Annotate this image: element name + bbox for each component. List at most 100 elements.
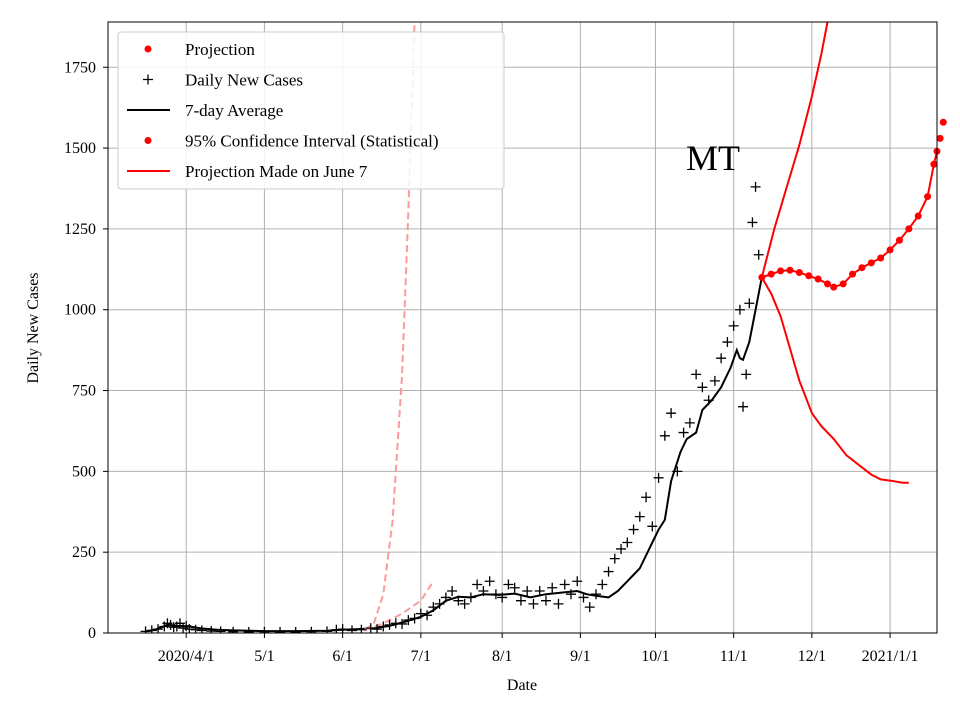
- daily-case-point: [565, 589, 576, 600]
- daily-case-point: [440, 592, 451, 603]
- daily-case-point: [397, 618, 408, 629]
- x-tick-label: 2021/1/1: [862, 648, 919, 665]
- daily-case-point: [616, 543, 627, 554]
- legend-dot-marker: [144, 137, 152, 144]
- daily-case-point: [503, 579, 514, 590]
- daily-case-point: [559, 579, 570, 590]
- daily-case-point: [722, 337, 733, 348]
- projection-point: [824, 280, 832, 288]
- x-tick-label: 2020/4/1: [158, 648, 215, 665]
- projection-point: [877, 254, 885, 262]
- projection-point: [786, 266, 794, 274]
- y-tick-label: 0: [88, 625, 96, 642]
- daily-case-point: [146, 625, 157, 633]
- state-annotation: MT: [686, 138, 740, 178]
- projection-point: [777, 267, 785, 275]
- daily-case-point: [275, 627, 286, 633]
- daily-case-point: [750, 181, 761, 192]
- x-tick-label: 8/1: [492, 648, 512, 665]
- legend-label: 7-day Average: [185, 101, 283, 120]
- y-tick-label: 1250: [64, 221, 96, 238]
- daily-case-point: [622, 537, 633, 548]
- daily-case-point: [509, 582, 520, 593]
- projection-point: [767, 270, 775, 278]
- daily-case-point: [378, 621, 389, 632]
- daily-case-point: [747, 217, 758, 228]
- daily-case-point: [716, 353, 727, 364]
- daily-case-point: [547, 582, 558, 593]
- daily-case-point: [497, 592, 508, 603]
- plot-frame: [107, 21, 938, 634]
- daily-case-point: [356, 624, 367, 633]
- daily-case-point: [597, 579, 608, 590]
- x-tick-label: 6/1: [332, 648, 352, 665]
- x-tick-label: 10/1: [641, 648, 669, 665]
- daily-case-point: [290, 627, 301, 633]
- daily-case-point: [228, 626, 239, 633]
- daily-case-point: [734, 304, 745, 315]
- projection-point: [914, 212, 922, 220]
- daily-case-point: [453, 595, 464, 606]
- daily-case-point: [447, 585, 458, 596]
- daily-case-point: [243, 627, 254, 633]
- daily-case-point: [628, 524, 639, 535]
- daily-case-point: [372, 624, 383, 633]
- daily-case-point: [578, 592, 589, 603]
- daily-case-point: [584, 602, 595, 613]
- projection-point: [930, 160, 938, 168]
- legend-label: 95% Confidence Interval (Statistical): [185, 132, 439, 151]
- projection-point: [830, 283, 838, 291]
- june7-projection-line: [363, 22, 416, 631]
- daily-case-point: [666, 408, 677, 419]
- daily-case-point: [522, 585, 533, 596]
- legend-label: Daily New Cases: [185, 71, 303, 90]
- daily-case-point: [603, 566, 614, 577]
- ci-lower-line: [760, 276, 909, 484]
- projection-point: [936, 134, 944, 142]
- y-tick-label: 250: [72, 544, 96, 561]
- y-tick-label: 500: [72, 463, 96, 480]
- daily-case-point: [672, 466, 683, 477]
- daily-case-point: [572, 576, 583, 587]
- daily-case-point: [337, 624, 348, 633]
- daily-case-point: [678, 427, 689, 438]
- daily-case-point: [684, 417, 695, 428]
- x-axis: 2020/4/1 5/1 6/1 7/1 8/1 9/1 10/1 11/1 12/1 2021/…: [158, 633, 919, 665]
- daily-case-point: [703, 395, 714, 406]
- y-tick-label: 750: [72, 383, 96, 400]
- projection-point: [939, 118, 947, 126]
- daily-case-point: [741, 369, 752, 380]
- projection-point: [924, 193, 932, 201]
- daily-case-point: [384, 619, 395, 630]
- projection-point: [814, 275, 822, 283]
- daily-case-point: [321, 626, 332, 633]
- daily-case-point: [484, 576, 495, 587]
- daily-case-point: [465, 592, 476, 603]
- legend-plus-marker: [143, 74, 153, 85]
- daily-case-point: [709, 375, 720, 386]
- markers-layer: [140, 118, 947, 633]
- daily-case-point: [744, 298, 755, 309]
- x-tick-label: 9/1: [570, 648, 590, 665]
- projection-point: [905, 225, 913, 233]
- daily-case-point: [459, 598, 470, 609]
- projection-point: [839, 280, 847, 288]
- daily-case-point: [347, 625, 358, 633]
- y-tick-label: 1750: [64, 59, 96, 76]
- daily-case-point: [540, 595, 551, 606]
- daily-case-point: [206, 626, 217, 633]
- daily-case-point: [478, 585, 489, 596]
- y-tick-label: 1000: [64, 302, 96, 319]
- projection-point: [805, 272, 813, 280]
- legend-label: Projection Made on June 7: [185, 162, 368, 181]
- legend-dot-marker: [144, 45, 152, 53]
- daily-case-point: [653, 472, 664, 483]
- projection-point: [758, 273, 766, 281]
- daily-case-point: [691, 369, 702, 380]
- daily-case-point: [403, 615, 414, 626]
- daily-case-point: [434, 598, 445, 609]
- daily-case-point: [753, 249, 764, 260]
- y-axis: 0 250 500 750 1000 1250 1500 1750: [64, 59, 108, 642]
- daily-case-point: [490, 589, 501, 600]
- x-tick-label: 5/1: [254, 648, 274, 665]
